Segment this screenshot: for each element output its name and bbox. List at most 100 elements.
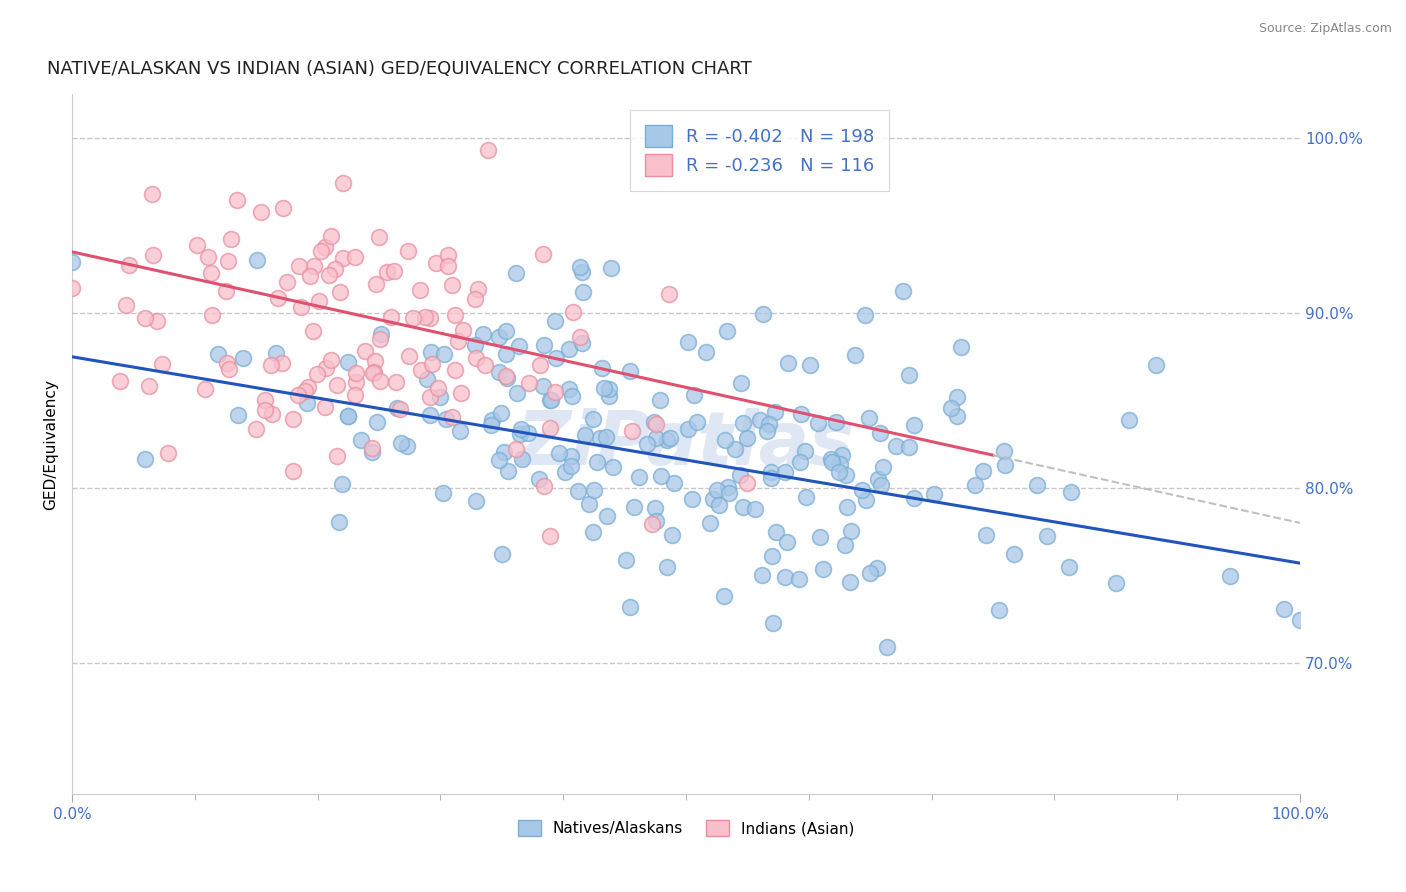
Point (546, 351, 568, 365)
Point (385, 376, 408, 390)
Point (752, 307, 775, 321)
Point (429, 390, 451, 404)
Point (834, 538, 856, 552)
Point (217, 357, 239, 371)
Point (344, 375, 367, 389)
Point (756, 424, 779, 438)
Point (375, 265, 398, 279)
Point (350, 434, 373, 448)
Point (538, 392, 561, 407)
Point (319, 228, 342, 243)
Point (419, 345, 441, 359)
Point (308, 293, 330, 308)
Point (370, 374, 392, 388)
Point (963, 477, 986, 491)
Point (574, 427, 596, 442)
Point (533, 338, 555, 352)
Point (619, 599, 641, 614)
Point (974, 527, 997, 541)
Point (645, 431, 668, 445)
Point (477, 144, 499, 158)
Point (398, 349, 420, 363)
Point (488, 452, 510, 467)
Point (290, 300, 312, 314)
Point (142, 248, 165, 262)
Point (529, 358, 551, 372)
Point (827, 465, 849, 479)
Point (276, 275, 298, 289)
Point (759, 471, 782, 485)
Point (413, 310, 436, 324)
Point (396, 244, 419, 258)
Point (838, 575, 860, 590)
Point (361, 442, 384, 456)
Point (1144, 358, 1167, 372)
Point (434, 412, 457, 426)
Point (540, 393, 562, 408)
Point (60, 255, 83, 269)
Point (602, 460, 624, 475)
Point (1060, 484, 1083, 499)
Point (415, 371, 437, 385)
Point (922, 487, 945, 501)
Legend: Natives/Alaskans, Indians (Asian): Natives/Alaskans, Indians (Asian) (512, 814, 860, 842)
Point (728, 467, 751, 482)
Point (156, 446, 179, 460)
Point (1025, 477, 1047, 491)
Point (558, 383, 581, 397)
Point (641, 516, 664, 531)
Point (876, 640, 898, 654)
Point (1057, 560, 1080, 574)
Point (134, 311, 156, 326)
Point (748, 413, 770, 427)
Point (695, 344, 717, 359)
Point (730, 376, 752, 390)
Point (762, 616, 785, 631)
Point (382, 263, 405, 277)
Point (505, 442, 527, 456)
Point (302, 324, 325, 338)
Point (323, 261, 346, 276)
Point (706, 483, 728, 497)
Point (332, 177, 354, 191)
Point (517, 426, 540, 441)
Point (972, 464, 994, 478)
Point (364, 277, 387, 292)
Point (510, 452, 533, 467)
Point (662, 475, 685, 490)
Point (655, 434, 678, 448)
Point (658, 287, 681, 301)
Point (427, 382, 450, 396)
Point (419, 310, 441, 325)
Point (495, 347, 517, 361)
Point (683, 388, 706, 402)
Point (495, 368, 517, 383)
Point (260, 358, 283, 372)
Point (533, 479, 555, 493)
Point (419, 390, 441, 404)
Point (714, 434, 737, 448)
Point (494, 444, 516, 458)
Point (839, 524, 862, 539)
Point (561, 305, 583, 319)
Point (891, 284, 914, 298)
Point (831, 448, 853, 462)
Point (681, 491, 703, 506)
Point (676, 335, 699, 350)
Point (200, 266, 222, 280)
Point (763, 405, 786, 419)
Point (614, 553, 637, 567)
Point (433, 347, 456, 361)
Point (332, 251, 354, 265)
Point (297, 395, 319, 409)
Point (599, 261, 621, 276)
Point (449, 424, 471, 438)
Point (939, 401, 962, 416)
Point (465, 351, 488, 366)
Point (387, 401, 409, 415)
Point (560, 449, 582, 463)
Point (821, 454, 844, 468)
Point (773, 465, 796, 479)
Point (866, 472, 889, 486)
Point (686, 416, 709, 430)
